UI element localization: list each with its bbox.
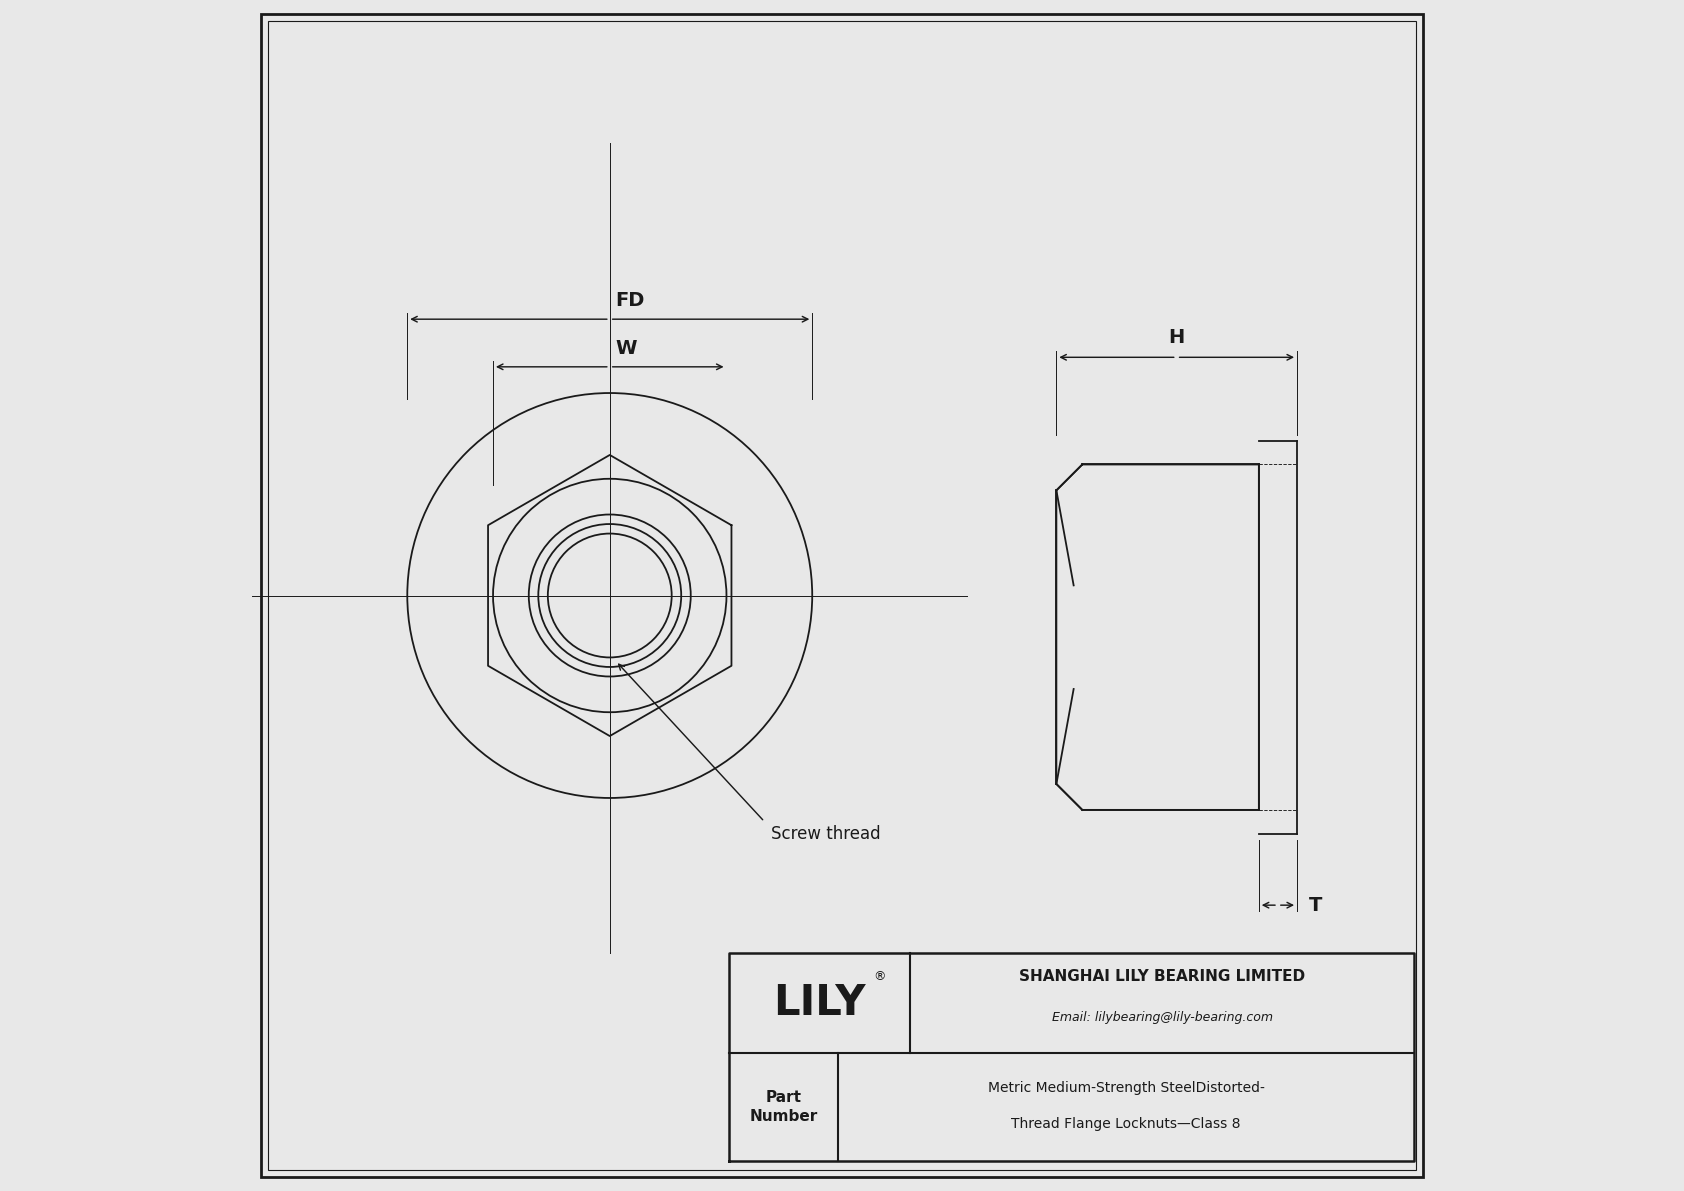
Text: SHANGHAI LILY BEARING LIMITED: SHANGHAI LILY BEARING LIMITED: [1019, 969, 1305, 984]
Text: H: H: [1169, 328, 1186, 347]
Text: Email: lilybearing@lily-bearing.com: Email: lilybearing@lily-bearing.com: [1051, 1011, 1273, 1023]
Text: Thread Flange Locknuts—Class 8: Thread Flange Locknuts—Class 8: [1012, 1117, 1241, 1130]
Text: Metric Medium-Strength SteelDistorted-: Metric Medium-Strength SteelDistorted-: [987, 1081, 1265, 1095]
Text: Part
Number: Part Number: [749, 1090, 818, 1124]
Text: Screw thread: Screw thread: [771, 825, 881, 843]
Text: FD: FD: [616, 291, 645, 310]
Text: ®: ®: [874, 971, 886, 983]
Text: W: W: [616, 339, 637, 358]
Text: T: T: [1308, 896, 1322, 915]
Text: LILY: LILY: [773, 981, 866, 1024]
